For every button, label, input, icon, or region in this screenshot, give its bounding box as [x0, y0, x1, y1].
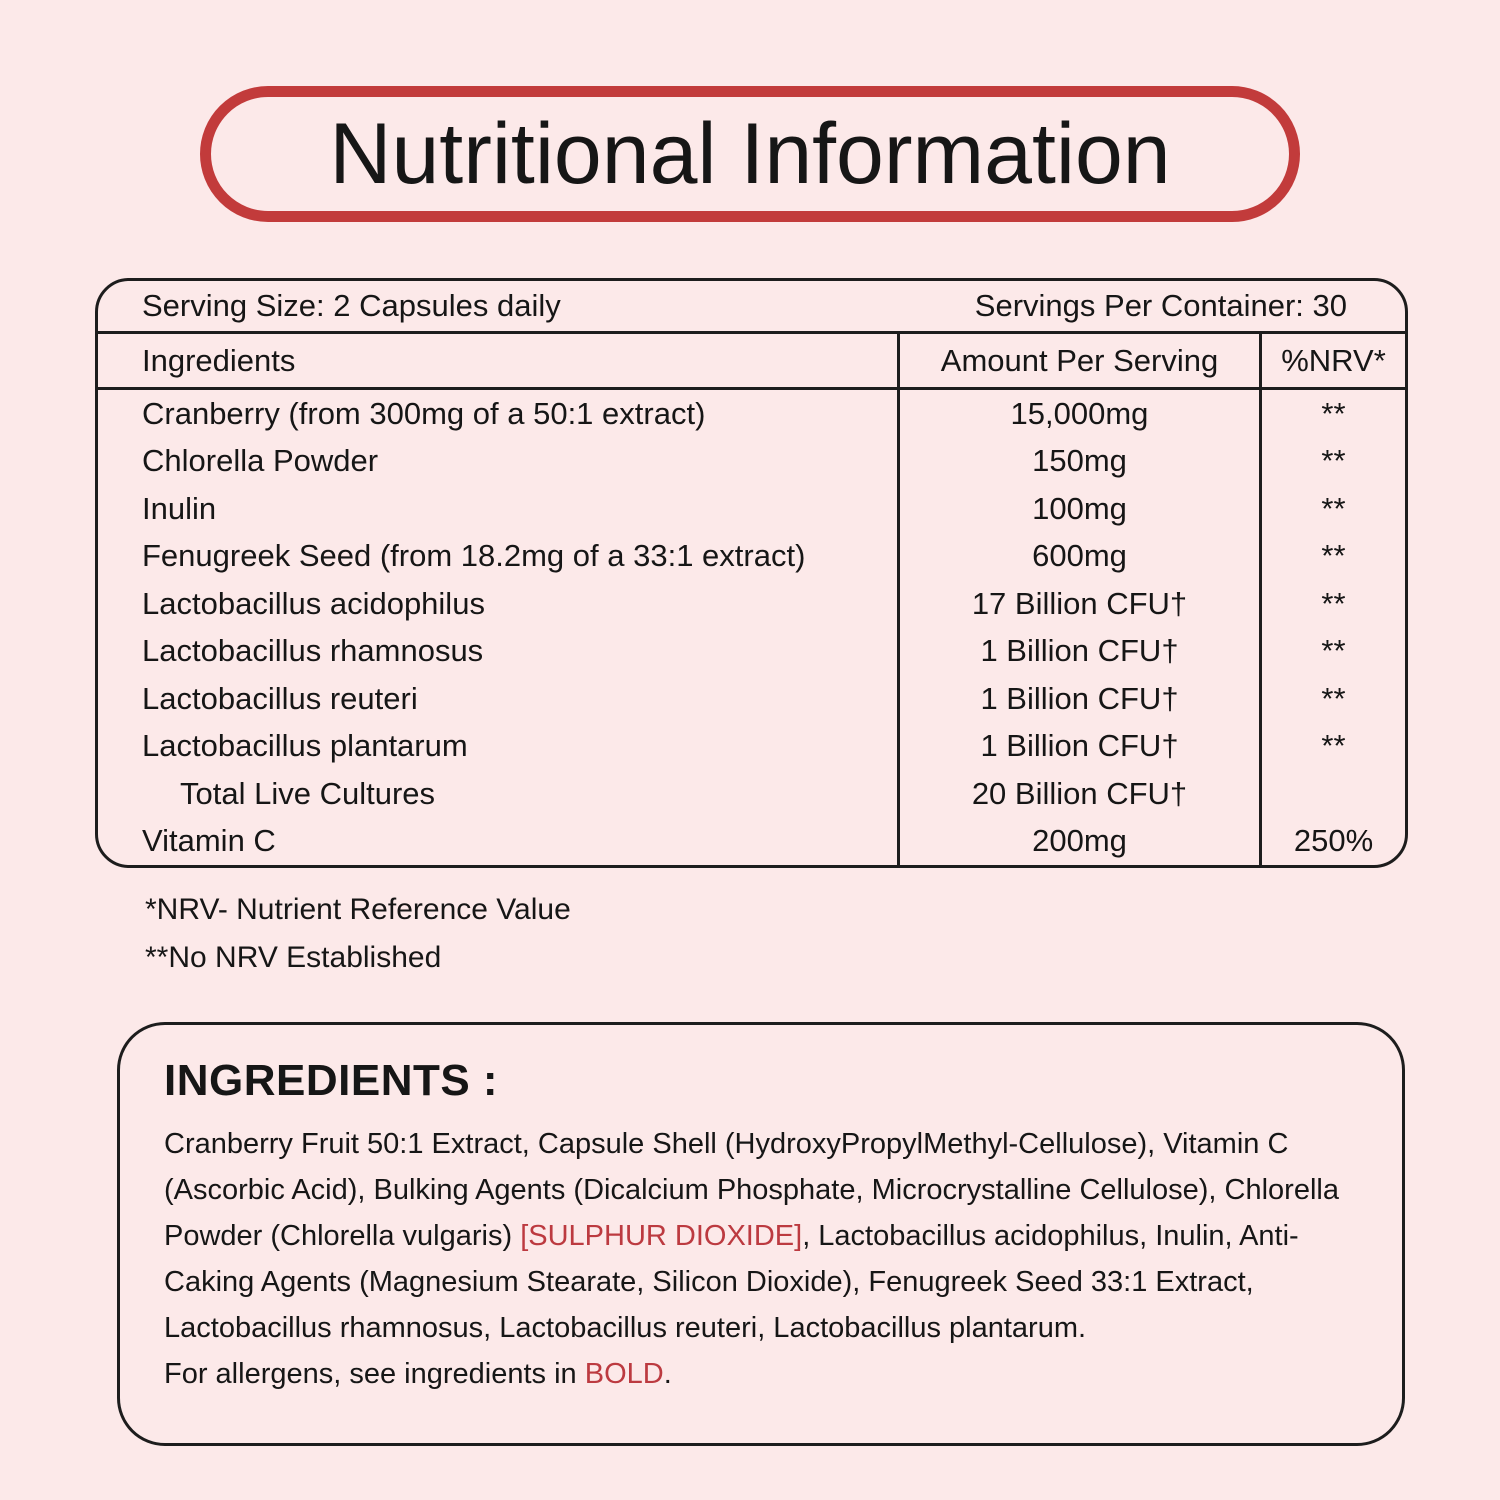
nrv-cell: **: [1259, 532, 1405, 580]
page-title: Nutritional Information: [329, 105, 1171, 202]
column-header-amount-per-serving: Amount Per Serving: [897, 334, 1259, 387]
serving-info-row: Serving Size: 2 Capsules daily Servings …: [98, 281, 1405, 334]
table-row: Inulin 100mg **: [98, 485, 1405, 533]
nutrition-facts-table: Serving Size: 2 Capsules daily Servings …: [95, 278, 1408, 868]
ingredient-name-cell: Fenugreek Seed (from 18.2mg of a 33:1 ex…: [142, 538, 806, 574]
highlighted-red-text: [SULPHUR DIOXIDE]: [520, 1220, 803, 1252]
table-row: Chlorella Powder 150mg **: [98, 437, 1405, 485]
body-text: For allergens, see ingredients in: [164, 1358, 585, 1390]
highlighted-red-text: BOLD: [584, 1358, 664, 1390]
nrv-cell: **: [1259, 485, 1405, 533]
amount-per-serving-cell: 600mg: [897, 532, 1259, 580]
footnote-nrv-definition: *NRV- Nutrient Reference Value: [145, 893, 571, 926]
table-row: Lactobacillus rhamnosus 1 Billion CFU† *…: [98, 627, 1405, 675]
amount-per-serving-cell: 200mg: [897, 817, 1259, 865]
column-header-nrv: %NRV*: [1259, 334, 1405, 387]
ingredient-name-cell: Inulin: [142, 490, 217, 526]
amount-per-serving-cell: 20 Billion CFU†: [897, 770, 1259, 818]
ingredient-name-cell: Lactobacillus rhamnosus: [142, 633, 484, 669]
body-text: .: [663, 1358, 672, 1390]
ingredients-panel: INGREDIENTS : Cranberry Fruit 50:1 Extra…: [117, 1022, 1405, 1446]
ingredient-name-cell: Total Live Cultures: [180, 775, 436, 811]
serving-size-label: Serving Size: 2 Capsules daily: [142, 288, 561, 323]
ingredient-name-cell: Chlorella Powder: [142, 443, 379, 479]
servings-per-container-label: Servings Per Container: 30: [974, 288, 1347, 323]
table-body: Cranberry (from 300mg of a 50:1 extract)…: [98, 390, 1405, 865]
nrv-cell: **: [1259, 437, 1405, 485]
nrv-cell: **: [1259, 390, 1405, 438]
page-title-pill: Nutritional Information: [200, 86, 1300, 222]
nrv-cell: **: [1259, 675, 1405, 723]
footnotes: *NRV- Nutrient Reference Value **No NRV …: [145, 886, 571, 982]
table-header-row: Ingredients Amount Per Serving %NRV*: [98, 334, 1405, 390]
nrv-cell: **: [1259, 580, 1405, 628]
table-row: Total Live Cultures 20 Billion CFU†: [98, 770, 1405, 818]
amount-per-serving-cell: 15,000mg: [897, 390, 1259, 438]
table-row: Cranberry (from 300mg of a 50:1 extract)…: [98, 390, 1405, 438]
nrv-cell: 250%: [1259, 817, 1405, 865]
body-text: , Lactobacillus acidophilus, Inulin, Ant…: [164, 1220, 1299, 1344]
column-header-ingredients: Ingredients: [142, 342, 296, 378]
amount-per-serving-cell: 1 Billion CFU†: [897, 675, 1259, 723]
amount-per-serving-cell: 1 Billion CFU†: [897, 722, 1259, 770]
table-row: Fenugreek Seed (from 18.2mg of a 33:1 ex…: [98, 532, 1405, 580]
ingredient-name-cell: Lactobacillus plantarum: [142, 728, 468, 764]
table-row: Lactobacillus plantarum 1 Billion CFU† *…: [98, 722, 1405, 770]
ingredient-name-cell: Lactobacillus acidophilus: [142, 585, 485, 621]
table-row: Vitamin C 200mg 250%: [98, 817, 1405, 865]
amount-per-serving-cell: 100mg: [897, 485, 1259, 533]
amount-per-serving-cell: 150mg: [897, 437, 1259, 485]
ingredients-heading: INGREDIENTS :: [164, 1056, 499, 1105]
footnote-no-nrv: **No NRV Established: [145, 941, 442, 974]
allergen-note: For allergens, see ingredients in BOLD.: [164, 1351, 1358, 1397]
ingredient-name-cell: Vitamin C: [142, 823, 276, 859]
nrv-cell: [1259, 770, 1405, 818]
body-text: Cranberry Fruit 50:1 Extract, Capsule Sh…: [164, 1128, 1339, 1252]
amount-per-serving-cell: 17 Billion CFU†: [897, 580, 1259, 628]
ingredient-name-cell: Lactobacillus reuteri: [142, 680, 418, 716]
table-row: Lactobacillus reuteri 1 Billion CFU† **: [98, 675, 1405, 723]
table-row: Lactobacillus acidophilus 17 Billion CFU…: [98, 580, 1405, 628]
amount-per-serving-cell: 1 Billion CFU†: [897, 627, 1259, 675]
nrv-cell: **: [1259, 722, 1405, 770]
ingredient-name-cell: Cranberry (from 300mg of a 50:1 extract): [142, 395, 706, 431]
ingredients-list-text: Cranberry Fruit 50:1 Extract, Capsule Sh…: [164, 1121, 1358, 1351]
nrv-cell: **: [1259, 627, 1405, 675]
